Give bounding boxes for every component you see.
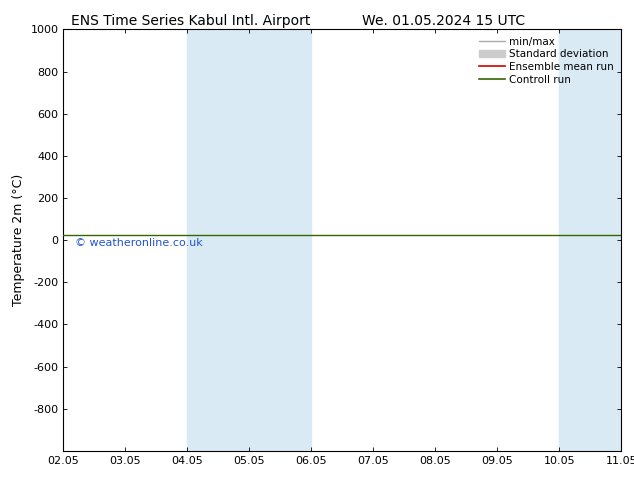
Bar	[188, 29, 249, 451]
Bar	[249, 29, 311, 451]
Text: ENS Time Series Kabul Intl. Airport: ENS Time Series Kabul Intl. Airport	[70, 14, 310, 28]
Text: © weatheronline.co.uk: © weatheronline.co.uk	[75, 238, 202, 248]
Text: We. 01.05.2024 15 UTC: We. 01.05.2024 15 UTC	[362, 14, 526, 28]
Legend: min/max, Standard deviation, Ensemble mean run, Controll run: min/max, Standard deviation, Ensemble me…	[475, 32, 618, 89]
Bar	[559, 29, 621, 451]
Y-axis label: Temperature 2m (°C): Temperature 2m (°C)	[12, 174, 25, 306]
